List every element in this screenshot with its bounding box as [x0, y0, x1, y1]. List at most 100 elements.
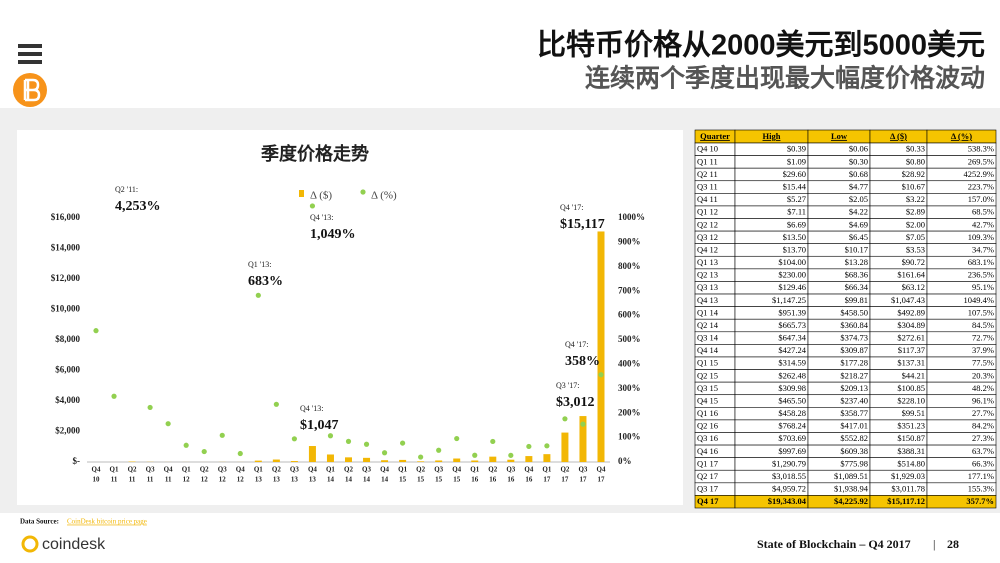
table-cell-text: $4,225.92	[834, 496, 868, 506]
table-cell-text: $0.06	[849, 144, 868, 154]
bar	[326, 454, 334, 462]
x-tick-label: Q3	[218, 466, 227, 474]
table-cell-text: $99.81	[845, 295, 868, 305]
table-cell-text: Q3 14	[697, 333, 719, 343]
dot	[291, 436, 297, 442]
table-cell-text: 95.1%	[972, 282, 994, 292]
dot	[436, 447, 442, 453]
table-cell-text: $3.53	[906, 244, 925, 254]
table-cell-text: $703.69	[778, 433, 806, 443]
y2-tick-label: 400%	[618, 358, 641, 368]
plot-area	[92, 203, 605, 462]
dot	[381, 450, 388, 456]
table-cell-text: $150.87	[897, 433, 925, 443]
table-cell-text: Q4 14	[697, 345, 719, 355]
table-cell-text: $4.69	[849, 219, 868, 229]
dot	[472, 452, 478, 458]
x-tick-label: Q3	[506, 466, 515, 474]
x-tick-label: 14	[363, 476, 371, 484]
table-cell-text: $68.36	[845, 270, 868, 280]
bar	[363, 457, 371, 462]
table-cell-text: Q1 14	[697, 307, 719, 317]
dot	[508, 452, 514, 458]
table-cell-text: $10.67	[902, 182, 925, 192]
dot	[544, 443, 550, 449]
table-cell-text: $7.05	[906, 232, 925, 242]
y-tick-label: $4,000	[55, 395, 80, 405]
table-cell-text: $99.51	[902, 408, 925, 418]
bar	[561, 432, 569, 462]
dot	[562, 416, 568, 422]
y2-tick-label: 700%	[618, 285, 641, 295]
x-tick-label: Q2	[416, 466, 425, 474]
table-cell-text: Q3 15	[697, 383, 718, 393]
dot	[526, 443, 532, 450]
table-cell-text: $272.61	[897, 333, 925, 343]
x-tick-label: 15	[453, 476, 461, 484]
table-cell-text: $647.34	[778, 333, 806, 343]
table-cell-text: 177.1%	[968, 471, 994, 481]
x-tick-label: 12	[201, 476, 209, 484]
table-cell-text: $13.70	[783, 244, 806, 254]
table-cell-text: $309.87	[840, 345, 868, 355]
table-cell-text: $309.98	[778, 383, 806, 393]
table-cell-text: $351.23	[897, 421, 925, 431]
x-tick-label: 17	[543, 476, 551, 484]
dot	[165, 421, 171, 427]
dot	[363, 441, 370, 447]
annotation-value: $3,012	[556, 395, 595, 410]
table-cell-text: $1,929.03	[891, 471, 925, 481]
x-tick-label: Q1	[182, 466, 191, 474]
dot	[345, 438, 352, 444]
source-link[interactable]: CoinDesk bitcoin price page	[67, 518, 147, 526]
y2-tick-label: 600%	[618, 310, 641, 320]
bar	[525, 456, 533, 462]
table-cell-text: $262.48	[778, 370, 806, 380]
table-cell-text: 42.7%	[972, 219, 994, 229]
y2-tick-label: 300%	[618, 383, 641, 393]
legend-label: Δ ($)	[310, 190, 332, 202]
annotation-label: Q4 '13:	[300, 404, 323, 413]
x-tick-label: 16	[489, 476, 497, 484]
table-cell-text: $161.64	[897, 270, 925, 280]
annotation-label: Q4 '13:	[310, 213, 333, 222]
table-cell-text: $100.85	[897, 383, 925, 393]
table-cell-text: $0.39	[787, 144, 806, 154]
table-cell-text: $997.69	[778, 446, 806, 456]
table-cell-text: Q2 17	[697, 471, 718, 481]
table-cell-text: Q4 15	[697, 395, 718, 405]
table-cell-text: 48.2%	[972, 383, 994, 393]
y2-tick-label: 200%	[618, 407, 641, 417]
table-cell-text: $19,343.04	[768, 496, 807, 506]
table-cell-text: 84.5%	[972, 320, 994, 330]
table-cell-text: $1,089.51	[834, 471, 868, 481]
table-cell-text: $609.38	[840, 446, 868, 456]
table-cell-text: $104.00	[778, 257, 806, 267]
table-cell-text: $951.39	[778, 307, 806, 317]
x-tick-label: 17	[579, 476, 587, 484]
dot	[255, 292, 261, 298]
table-cell-text: $6.69	[787, 219, 806, 229]
y2-tick-label: 800%	[618, 261, 641, 271]
bar	[290, 461, 298, 462]
table-cell-text: $775.98	[840, 458, 868, 468]
annotation-label: Q4 '17:	[560, 203, 583, 212]
bar	[489, 456, 497, 462]
table-cell-text: $228.10	[897, 395, 925, 405]
x-tick-label: Q4	[524, 466, 533, 474]
data-table: Quarter High Low Δ ($) Δ (%) Q4 10 $0.39 $0.06 $…	[694, 129, 997, 509]
x-tick-label: 12	[183, 476, 191, 484]
x-tick-label: 11	[111, 476, 118, 484]
menu-icon[interactable]	[18, 44, 42, 64]
bar	[471, 460, 479, 462]
x-tick-label: 17	[561, 476, 569, 484]
bitcoin-icon	[13, 73, 47, 107]
x-tick-label: Q3	[578, 466, 587, 474]
table-cell-text: Q1 15	[697, 358, 718, 368]
table-cell-text: 68.5%	[972, 207, 994, 217]
x-tick-label: 12	[219, 476, 227, 484]
table-cell-text: $388.31	[897, 446, 925, 456]
dot	[598, 372, 604, 378]
table-cell-text: $0.68	[849, 169, 868, 179]
